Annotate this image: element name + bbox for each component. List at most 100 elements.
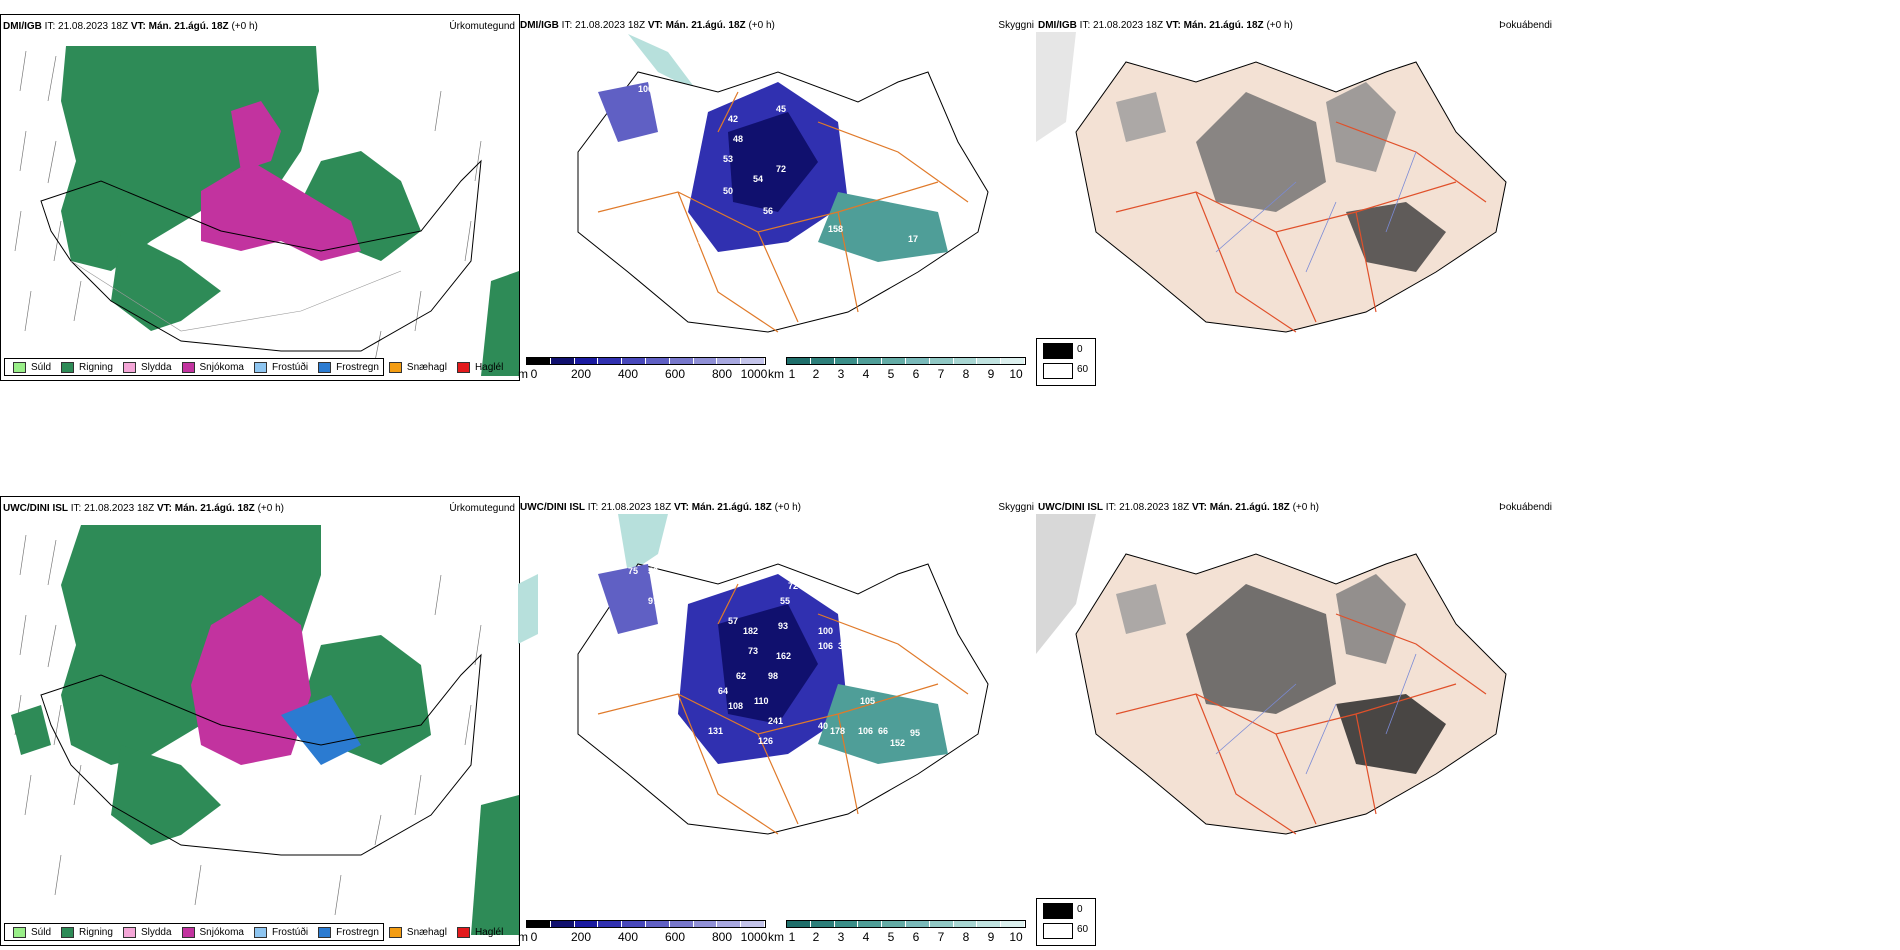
visibility-unit: km — [768, 930, 784, 944]
map-value: 56 — [763, 206, 773, 216]
panel-header: DMI/IGB IT: 21.08.2023 18Z VT: Mán. 21.á… — [3, 21, 258, 32]
legend-item: Snjókoma — [181, 361, 244, 373]
map-value: 100 — [638, 84, 653, 94]
map-value: 178 — [830, 726, 845, 736]
map-value: 97 — [648, 596, 658, 606]
cloudbase-tick: 0 — [530, 930, 538, 944]
legend-item: Snæhagl — [388, 926, 447, 938]
visibility-colorbar-bar — [786, 920, 1026, 928]
map-value: 48 — [733, 134, 743, 144]
precip-map — [14, 46, 519, 376]
map-value: 131 — [708, 726, 723, 736]
visibility-tick: 1 — [788, 930, 796, 944]
product-title: Þokuábendi — [1499, 20, 1552, 31]
map-value: 75 — [628, 566, 638, 576]
panel-header: UWC/DINI ISL IT: 21.08.2023 18Z VT: Mán.… — [3, 503, 284, 514]
legend-item: Rigning — [61, 361, 113, 373]
map-value: 106 — [858, 726, 873, 736]
visibility-map: 75 59 97 57 182 73 93 55 72 162 62 98 64… — [518, 514, 989, 835]
fog-legend-high: 60 — [1077, 364, 1089, 375]
map-value: 55 — [780, 596, 790, 606]
map-value: 17 — [908, 234, 918, 244]
cloudbase-unit: m — [518, 930, 528, 944]
map-value: 100 — [818, 626, 833, 636]
visibility-tick: 6 — [912, 930, 920, 944]
cloudbase-tick: 400 — [617, 930, 639, 944]
panel-header: UWC/DINI ISL IT: 21.08.2023 18Z VT: Mán.… — [1038, 502, 1319, 513]
map-value: 57 — [728, 616, 738, 626]
visibility-map: 100 49 42 48 53 50 54 56 72 45 51 70 158… — [577, 34, 989, 333]
map-value: 64 — [718, 686, 728, 696]
cloudbase-colorbar-bar — [526, 920, 766, 928]
visibility-tick: 7 — [937, 930, 945, 944]
map-value: 56 — [698, 236, 708, 246]
map-value: 59 — [648, 566, 658, 576]
map-value: 241 — [768, 716, 783, 726]
fog-legend-swatch-low — [1043, 903, 1073, 919]
map-value: 66 — [878, 726, 888, 736]
visibility-tick: 4 — [862, 367, 870, 381]
cloudbase-colorbar-bar — [526, 357, 766, 365]
map-value: 106 — [818, 641, 833, 651]
legend-item: Frostúði — [253, 361, 308, 373]
fog-panel-1: DMI/IGB IT: 21.08.2023 18Z VT: Mán. 21.á… — [1036, 14, 1552, 386]
legend-item: Snæhagl — [388, 361, 447, 373]
product-title: Skyggni — [998, 20, 1034, 31]
map-value: 73 — [748, 646, 758, 656]
fog-legend-low: 0 — [1077, 344, 1083, 355]
map-value: 152 — [890, 738, 905, 748]
visibility-tick: 3 — [837, 367, 845, 381]
map-value: 162 — [776, 651, 791, 661]
cloudbase-colorbar: m 0 200 400 600 800 1000 — [518, 357, 767, 385]
fog-legend-swatch-low — [1043, 343, 1073, 359]
map-value: 40 — [818, 721, 828, 731]
visibility-tick: 1 — [788, 367, 796, 381]
visibility-tick: 6 — [912, 367, 920, 381]
map-value: 110 — [754, 696, 769, 706]
cloudbase-unit: m — [518, 367, 528, 381]
map-value: 45 — [776, 104, 786, 114]
cloudbase-tick: 600 — [664, 930, 686, 944]
visibility-tick: 5 — [887, 930, 895, 944]
cloudbase-tick: 200 — [570, 930, 592, 944]
fog-legend-swatch-high — [1043, 923, 1073, 939]
fog-legend-swatch-high — [1043, 363, 1073, 379]
cloudbase-tick: 200 — [570, 367, 592, 381]
fog-legend: 0 60 — [1036, 898, 1096, 946]
map-value: 105 — [860, 696, 875, 706]
visibility-tick: 9 — [987, 930, 995, 944]
fog-legend: 0 60 — [1036, 338, 1096, 386]
visibility-tick: 10 — [1009, 367, 1023, 381]
legend-item: Snjókoma — [181, 926, 244, 938]
map-value: 72 — [788, 581, 798, 591]
legend-item: Súld — [13, 926, 51, 938]
map-value: 53 — [723, 154, 733, 164]
fog-map — [1036, 514, 1507, 835]
precip-panel-1: DMI/IGB IT: 21.08.2023 18Z VT: Mán. 21.á… — [0, 14, 520, 381]
map-value: 70 — [858, 149, 868, 159]
precip-legend: Súld Rigning Slydda Snjókoma Frostúði Fr… — [4, 923, 503, 941]
legend-item: Frostregn — [318, 926, 379, 938]
map-value: 93 — [778, 621, 788, 631]
fog-panel-2: UWC/DINI ISL IT: 21.08.2023 18Z VT: Mán.… — [1036, 496, 1552, 946]
fog-legend-low: 0 — [1077, 904, 1083, 915]
map-value: 42 — [728, 114, 738, 124]
visibility-tick: 7 — [937, 367, 945, 381]
map-value: 126 — [758, 736, 773, 746]
cloudbase-tick: 800 — [711, 930, 733, 944]
product-title: Þokuábendi — [1499, 502, 1552, 513]
product-title: Skyggni — [998, 502, 1034, 513]
product-title: Úrkomutegund — [449, 21, 515, 32]
panel-header: UWC/DINI ISL IT: 21.08.2023 18Z VT: Mán.… — [520, 502, 801, 513]
visibility-panel-1: DMI/IGB IT: 21.08.2023 18Z VT: Mán. 21.á… — [518, 14, 1036, 381]
visibility-unit: km — [768, 367, 784, 381]
visibility-tick: 8 — [962, 930, 970, 944]
map-value: 72 — [776, 164, 786, 174]
map-value: 62 — [736, 671, 746, 681]
map-value: 69 — [688, 741, 698, 751]
map-value: 108 — [728, 701, 743, 711]
map-value: 158 — [828, 224, 843, 234]
visibility-tick: 5 — [887, 367, 895, 381]
visibility-colorbar-bar — [786, 357, 1026, 365]
cloudbase-tick: 1000 — [740, 930, 768, 944]
